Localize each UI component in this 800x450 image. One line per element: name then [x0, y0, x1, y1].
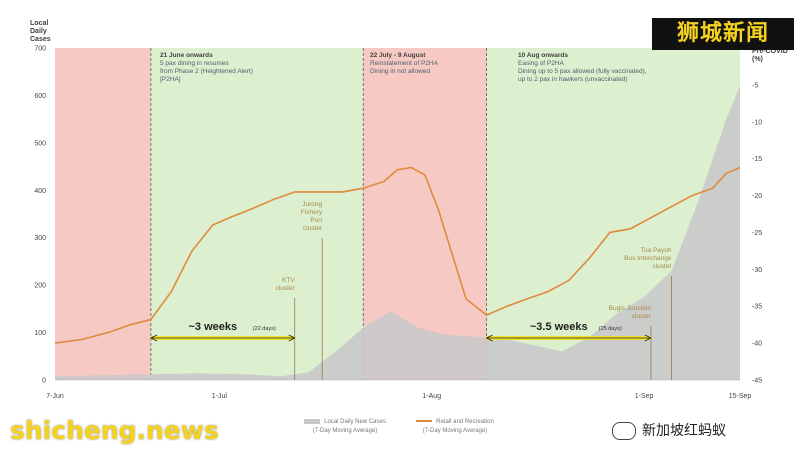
- watermark-bottom-right: 新加坡红蚂蚁: [612, 420, 726, 440]
- bracket-arrow-right-0: [288, 334, 296, 342]
- bracket-label-0: ~3 weeks: [189, 321, 238, 333]
- y-right-tick-label: -15: [752, 156, 762, 163]
- wechat-icon: [612, 422, 636, 440]
- legend-cases-swatch: [304, 418, 321, 424]
- x-tick-label: 7-Jun: [46, 393, 64, 400]
- y-left-tick-label: 600: [34, 93, 46, 100]
- y-left-tick-label: 200: [34, 283, 46, 290]
- phase-band-1: [150, 48, 364, 380]
- y-right-tick-label: -10: [752, 119, 762, 126]
- bracket-sub-1: (25 days): [599, 326, 622, 332]
- y-right-tick-label: -5: [752, 82, 758, 89]
- x-tick-label: 15-Sep: [729, 393, 752, 400]
- y-left-tick-label: 500: [34, 140, 46, 147]
- left-axis-label: Local Daily Cases: [30, 20, 51, 43]
- cluster-label: cluster: [632, 313, 652, 320]
- cluster-label: cluster: [276, 285, 296, 292]
- annotation-phase-3: 10 Aug onwards Easing of P2HA Dining up …: [518, 52, 647, 83]
- annotation-phase-1: 21 June onwards 5 pax dining in resumes …: [160, 52, 253, 83]
- y-left-tick-label: 400: [34, 188, 46, 195]
- watermark-bottom-left: shicheng.news: [10, 416, 219, 445]
- cluster-label: Fishery: [301, 209, 323, 216]
- y-right-tick-label: -20: [752, 193, 762, 200]
- cluster-label: Jurong: [302, 201, 322, 208]
- y-right-tick-label: -30: [752, 267, 762, 274]
- legend-retail-swatch: [416, 420, 433, 423]
- y-left-tick-label: 0: [42, 378, 46, 385]
- cluster-label: Port: [310, 217, 322, 224]
- y-right-tick-label: -40: [752, 341, 762, 348]
- x-tick-label: 1-Jul: [212, 393, 228, 400]
- y-right-tick-label: -35: [752, 304, 762, 311]
- cluster-label: Bus Interchange: [624, 255, 672, 262]
- retail-line: [54, 166, 741, 344]
- y-left-tick-label: 700: [34, 46, 46, 53]
- bracket-arrow-right-1: [644, 334, 652, 342]
- cluster-label: KTV: [282, 277, 295, 284]
- cluster-label: cluster: [652, 263, 672, 270]
- cluster-label: cluster: [303, 225, 323, 232]
- bracket-label-1: ~3.5 weeks: [530, 321, 588, 333]
- bracket-arrow-left-1: [485, 334, 493, 342]
- annotation-phase-2: 22 July - 9 August Reinstatement of P2HA…: [370, 52, 438, 75]
- legend-cases: Local Daily New Cases (7-Day Moving Aver…: [300, 418, 390, 436]
- y-left-tick-label: 300: [34, 235, 46, 242]
- cluster-label: Bugis Junction: [609, 305, 652, 312]
- legend-retail: Retail and Recreation (7-Day Moving Aver…: [405, 418, 505, 436]
- y-right-tick-label: -25: [752, 230, 762, 237]
- watermark-top-right: 狮城新闻: [652, 18, 794, 50]
- cluster-label: Toa Payoh: [641, 247, 672, 254]
- x-tick-label: 1-Sep: [635, 393, 654, 400]
- phase-band-0: [55, 48, 151, 380]
- x-tick-label: 1-Aug: [422, 393, 441, 400]
- bracket-sub-0: (22 days): [253, 326, 276, 332]
- bracket-arrow-left-0: [150, 334, 158, 342]
- y-left-tick-label: 100: [34, 330, 46, 337]
- y-right-tick-label: -45: [752, 378, 762, 385]
